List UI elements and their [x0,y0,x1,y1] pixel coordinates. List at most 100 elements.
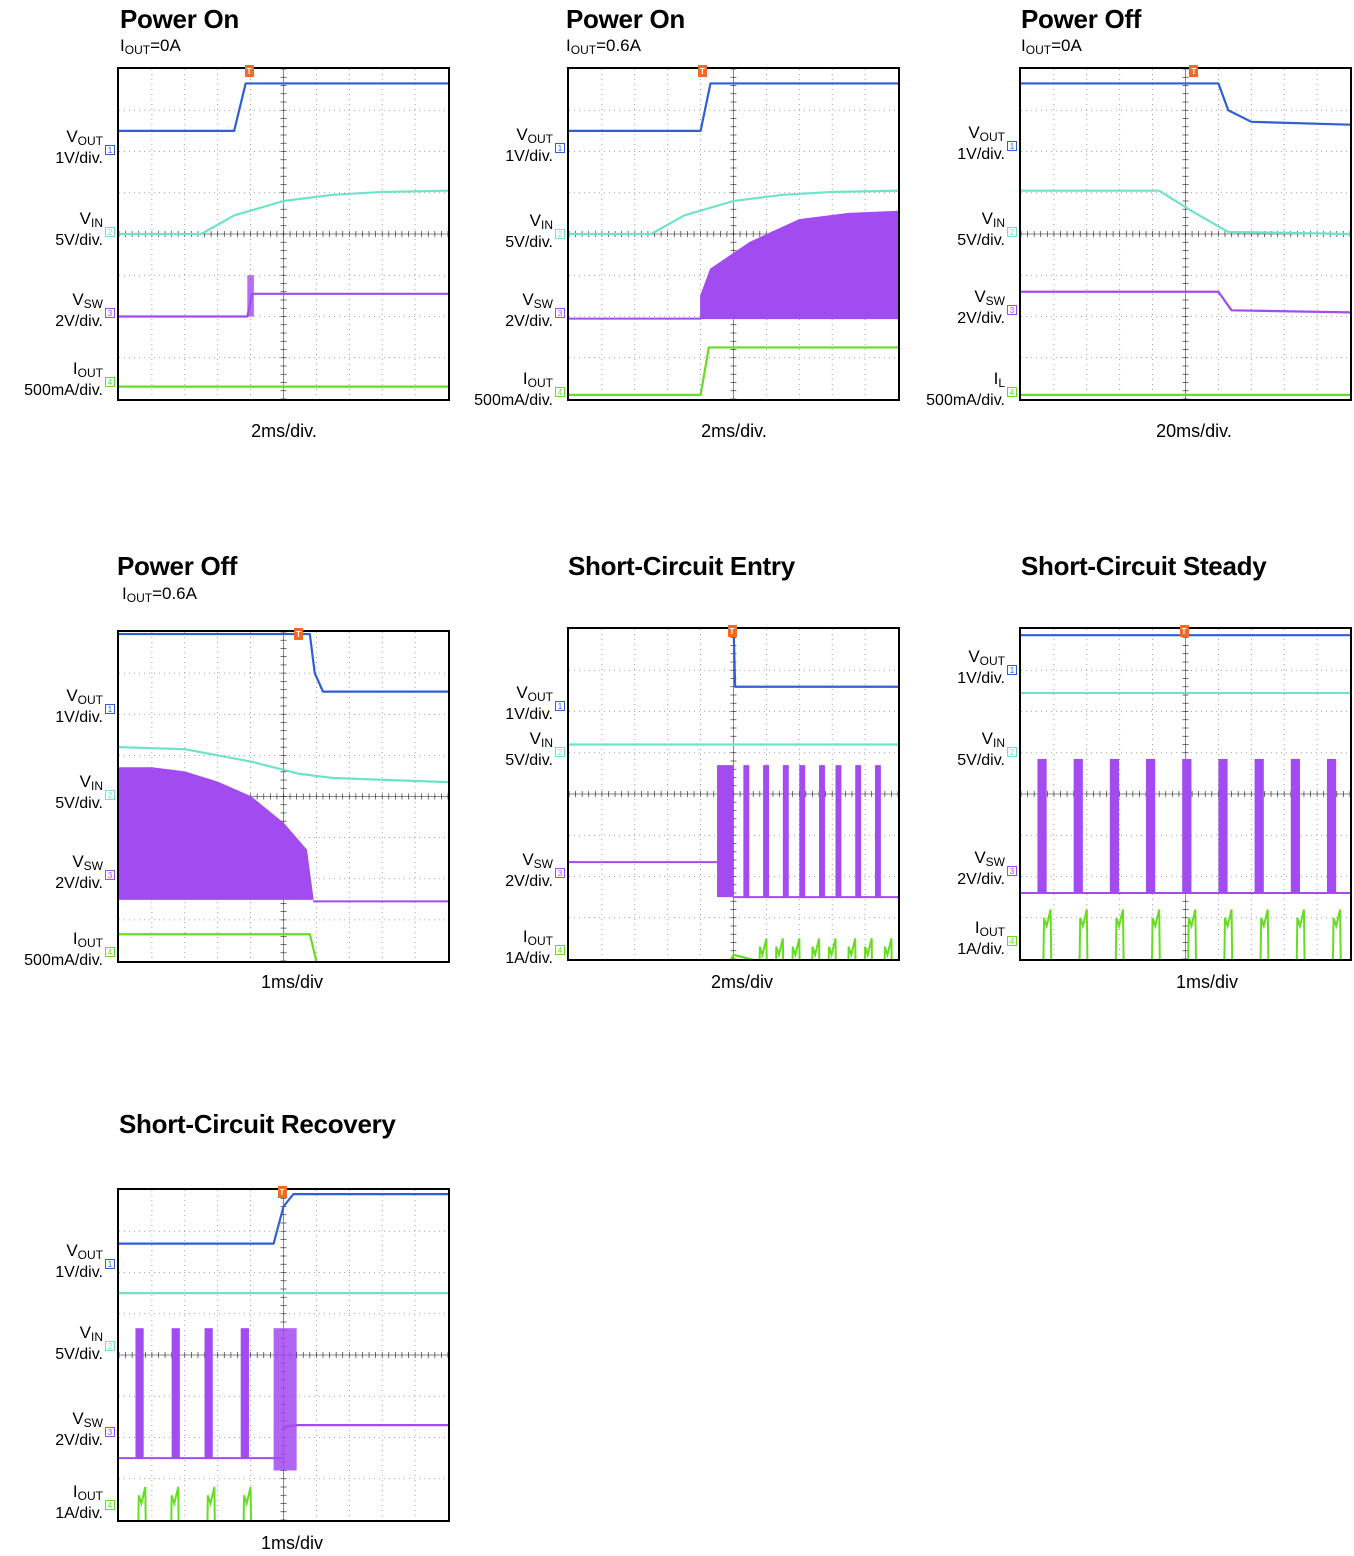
channel-label-vsw: VSW 2V/div. [55,291,103,330]
channel-ground-marker-icon: 1 [555,142,565,153]
trace-iout-pulse [1295,909,1306,959]
channel-name: V [72,289,84,309]
channel-ground-marker-icon: 4 [105,947,115,958]
channel-scale: 2V/div. [957,871,1005,889]
channel-label-vin: VIN 5V/div. [55,773,103,812]
channel-ground-marker-icon: 2 [105,227,115,237]
trace-iout-pulse [847,938,857,959]
trace-iout-pulse [883,938,893,959]
channel-name: V [66,126,78,146]
channel-name: V [968,646,980,666]
channel-label-iout: IOUT 500mA/div. [474,370,553,409]
trace-vsw-pulse [1326,758,1337,893]
channel-scale: 1A/div. [55,1504,103,1522]
trace-vsw-pulse [204,1328,213,1459]
trace-vsw-pulse [855,765,862,898]
trace-iout-pulse [1187,909,1197,959]
trace-vsw-pulse [782,765,789,898]
trace-vin [569,189,898,236]
trace-vsw-pulse [1182,758,1192,893]
channel-name-subscript: OUT [979,653,1005,668]
channel-name-subscript: OUT [77,692,103,707]
timebase-label: 2ms/div. [701,421,767,441]
channel-name-subscript: SW [985,855,1005,870]
channel-name: V [529,210,541,230]
channel-label-vsw: VSW 2V/div. [55,1410,103,1449]
traces [119,632,448,961]
channel-ground-marker-icon: 2 [555,228,565,239]
trace-vsw-pulse [819,765,825,898]
trace-vsw-pulse [1037,758,1047,893]
channel-ground-marker-icon: 3 [1007,304,1017,315]
channel-scale: 500mA/div. [474,392,553,410]
channel-name-subscript: OUT [527,690,553,705]
timebase-label: 20ms/div. [1156,421,1232,441]
chart-title: Short-Circuit Steady [1021,551,1267,581]
channel-name: V [79,771,91,791]
trace-iout-pulse [1078,909,1089,959]
oscilloscope-screen [117,630,450,963]
channel-scale: 5V/div. [55,1346,103,1364]
channel-name-subscript: IN [993,216,1005,230]
channel-scale: 1V/div. [55,708,103,726]
channel-label-vin: VIN 5V/div. [957,210,1005,249]
channel-label-vout: VOUT 1V/div. [55,128,103,167]
timebase-label: 1ms/div [1175,972,1238,992]
channel-name-subscript: IN [993,736,1005,751]
channel-scale: 2V/div. [505,872,553,890]
trace-vout [119,82,448,132]
channel-ground-marker-icon: 1 [1007,664,1017,675]
channel-name: V [72,852,84,872]
trace-vin [1021,189,1350,236]
channel-ground-marker-icon: 4 [1007,387,1017,398]
channel-name-subscript: SW [533,856,553,871]
channel-label-iout: IOUT 500mA/div. [24,930,103,969]
channel-name-subscript: SW [83,296,103,311]
traces [569,82,898,396]
trigger-marker-icon: T [1179,625,1189,637]
chart-subtitle: IOUT=0A [1021,36,1082,57]
trace-vout [119,632,448,693]
trace-iout-pulse [1114,909,1125,959]
trace-vin [119,746,448,784]
channel-ground-marker-icon: 1 [1007,141,1017,152]
trace-vsw-pulse [135,1328,144,1459]
channel-label-vout: VOUT 1V/div. [957,124,1005,163]
oscilloscope-screen [567,67,900,401]
traces [569,629,898,959]
trace-vsw-pulse [835,765,842,898]
channel-name: I [72,1481,78,1501]
channel-ground-marker-icon: 4 [105,1499,115,1510]
trace-vsw-pulse [799,765,806,898]
oscilloscope-screen [567,627,900,961]
channel-ground-marker-icon: 3 [555,307,565,318]
channel-scale: 5V/div. [957,752,1005,770]
channel-scale: 2V/div. [55,1432,103,1450]
channel-scale: 5V/div. [55,232,103,249]
trace-vsw-pulse [1218,758,1228,893]
chart-title: Power Off [1021,4,1142,34]
trace-iout-pulse [1331,909,1342,959]
trace-vsw [1021,290,1350,314]
trace-vsw-pulse [874,765,881,898]
oscilloscope-screen [117,1188,450,1522]
trace-iout-pulse [1151,909,1161,959]
channel-name: V [981,209,993,228]
channel-name-subscript: OUT [979,924,1005,939]
channel-name: V [522,289,534,309]
channel-scale: 1V/div. [957,669,1005,687]
oscilloscope-screen [117,67,450,401]
scope-plot-svg [569,629,898,959]
channel-label-vsw: VSW 2V/div. [957,849,1005,888]
trace-iout [119,933,318,961]
channel-label-iout: IOUT 1A/div. [55,1483,103,1522]
trace-vsw-envelope [119,767,314,900]
timebase-label: 2ms/div. [251,421,317,441]
traces [1021,634,1350,959]
channel-name-subscript: OUT [77,133,103,148]
channel-name: V [79,1323,91,1343]
channel-scale: 500mA/div. [24,382,103,400]
channel-name-subscript: OUT [979,130,1005,145]
channel-scale: 1V/div. [505,706,553,724]
trigger-marker-icon: T [697,65,707,77]
